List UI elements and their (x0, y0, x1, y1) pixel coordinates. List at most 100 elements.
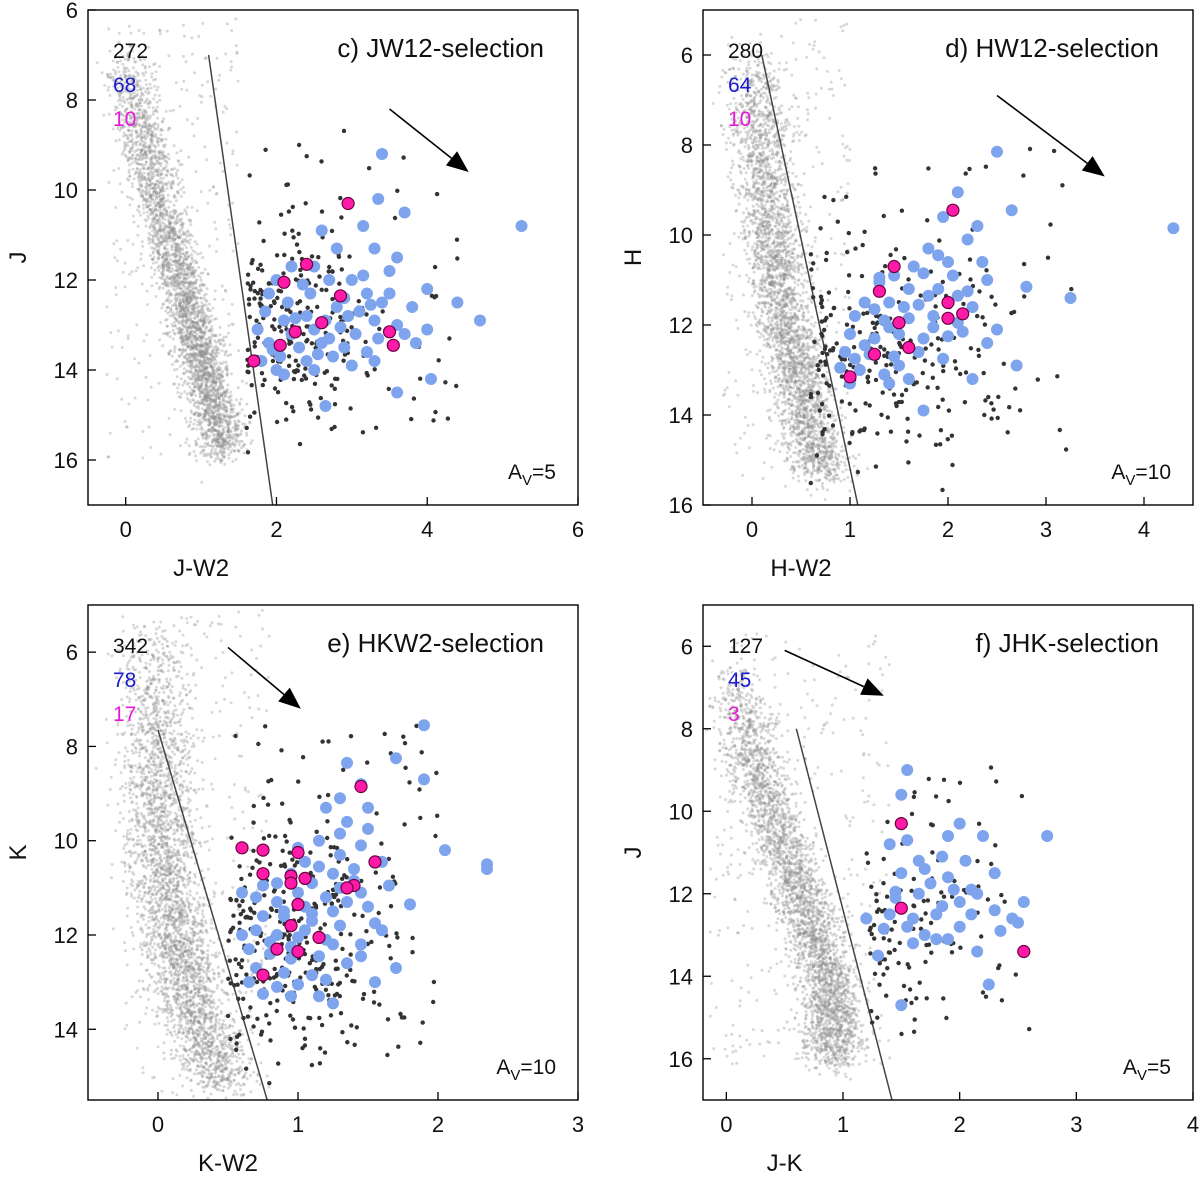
selected-source (246, 370, 251, 375)
field-star (132, 214, 135, 218)
field-star (148, 146, 152, 150)
field-star (180, 294, 184, 298)
field-star (216, 433, 220, 437)
field-star (208, 362, 211, 366)
field-star (208, 421, 212, 424)
field-star (156, 85, 160, 89)
field-star (164, 164, 168, 168)
field-star (158, 228, 162, 232)
field-star (145, 289, 149, 293)
field-star (112, 242, 116, 246)
field-star (821, 481, 824, 485)
field-star (106, 73, 110, 77)
field-star (152, 261, 155, 265)
field-star (162, 201, 166, 204)
field-star (222, 442, 226, 446)
field-star (802, 285, 805, 289)
field-star (114, 72, 117, 76)
field-star (177, 283, 181, 287)
field-star (772, 448, 776, 452)
field-star (218, 73, 221, 77)
blue-source (323, 274, 336, 286)
field-star (197, 387, 201, 391)
selected-source (429, 293, 435, 298)
field-star (227, 218, 231, 222)
field-star (843, 295, 847, 299)
field-star (180, 342, 184, 346)
field-star (198, 427, 202, 431)
selected-source (258, 296, 263, 301)
field-star (151, 150, 155, 154)
field-star (126, 158, 130, 162)
field-star (155, 213, 159, 217)
field-star (217, 372, 221, 376)
field-star (131, 167, 135, 171)
field-star (152, 125, 156, 129)
field-star (211, 306, 215, 310)
field-star (176, 189, 180, 193)
field-star (147, 105, 151, 109)
field-star (144, 199, 148, 203)
field-star (152, 235, 155, 239)
selected-source (257, 220, 262, 225)
field-star (141, 456, 145, 460)
field-star (162, 166, 165, 170)
field-star (209, 358, 213, 361)
field-star (234, 427, 238, 431)
field-star (128, 140, 131, 144)
field-star (197, 291, 201, 295)
selected-source (380, 309, 385, 314)
field-star (214, 438, 218, 441)
field-star (214, 317, 218, 321)
field-star (134, 103, 138, 107)
field-star (153, 121, 157, 125)
field-star (220, 444, 224, 448)
selected-source (341, 128, 347, 134)
field-star (201, 21, 205, 25)
field-star (109, 331, 113, 335)
field-star (192, 281, 196, 285)
field-star (214, 227, 218, 231)
field-star (192, 450, 196, 453)
field-star (108, 49, 112, 53)
field-star (190, 352, 194, 356)
field-star (228, 438, 232, 442)
field-star (220, 375, 224, 379)
field-star (200, 329, 204, 333)
field-star (176, 235, 180, 239)
selected-source (278, 212, 284, 217)
field-star (232, 403, 236, 407)
field-star (121, 62, 125, 66)
field-star (159, 188, 163, 192)
field-star (146, 303, 149, 306)
field-star (106, 73, 110, 77)
field-star (149, 195, 153, 199)
selected-source (259, 371, 265, 376)
field-star (193, 418, 197, 422)
field-star (151, 250, 155, 254)
field-star (190, 256, 194, 260)
field-star (162, 196, 166, 200)
field-star (245, 402, 249, 406)
field-star (204, 370, 208, 374)
field-star (106, 75, 110, 79)
field-star (176, 246, 180, 250)
field-star (212, 405, 216, 409)
field-star (150, 142, 153, 146)
field-star (224, 440, 228, 444)
field-star (168, 236, 172, 240)
field-star (212, 399, 216, 402)
field-star (168, 228, 172, 232)
selected-source (248, 287, 253, 292)
field-star (236, 242, 240, 245)
field-star (125, 78, 129, 82)
field-star (190, 234, 194, 238)
field-star (155, 281, 159, 285)
field-star (226, 429, 230, 433)
selected-source (377, 326, 382, 332)
field-star (140, 178, 144, 182)
field-star (136, 233, 140, 237)
field-star (151, 229, 155, 233)
field-star (194, 454, 197, 458)
field-star (137, 210, 141, 214)
